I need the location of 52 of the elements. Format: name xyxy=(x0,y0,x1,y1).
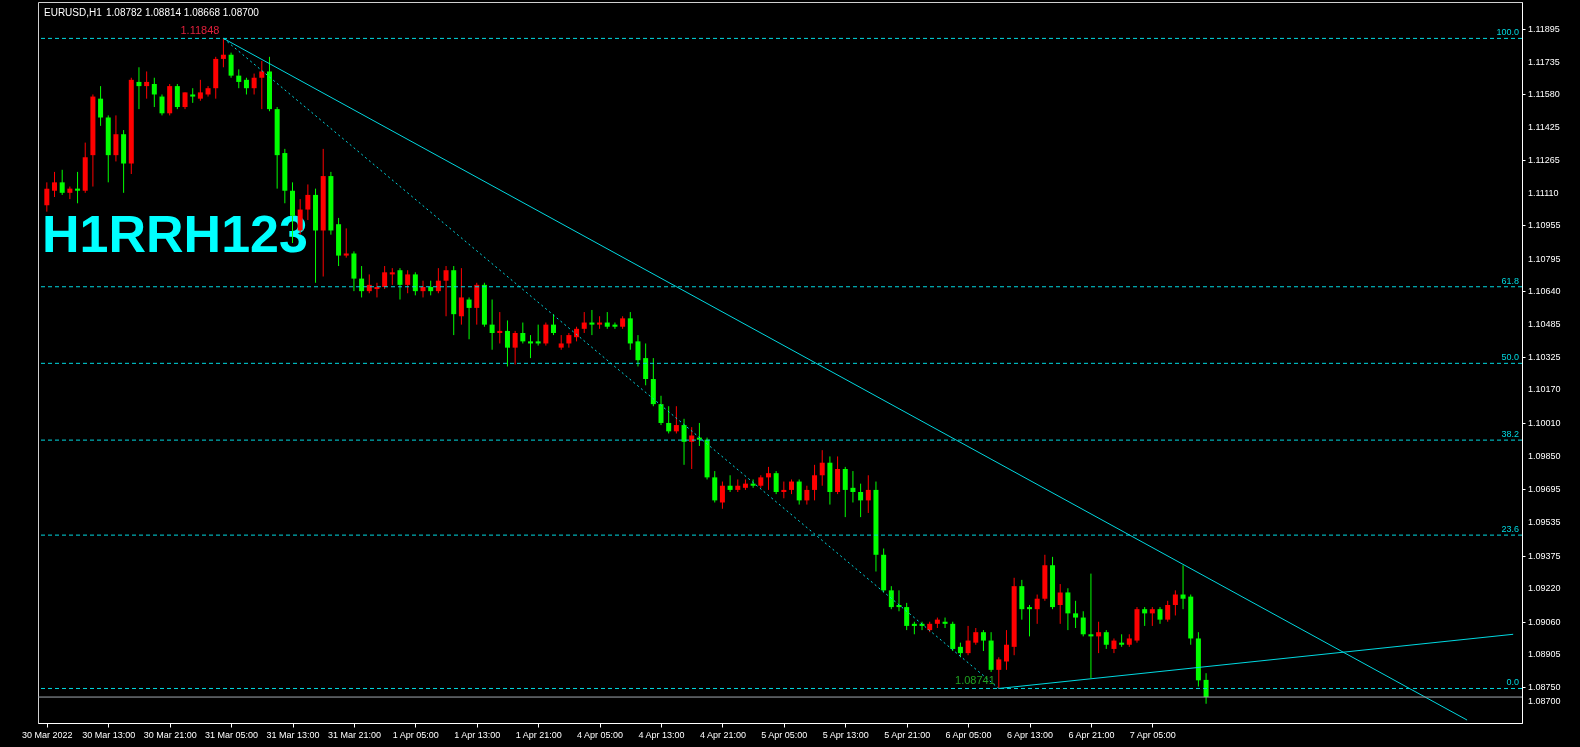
x-tick-label: 30 Mar 2022 xyxy=(22,729,73,740)
y-tick-label: 1.10955 xyxy=(1528,220,1561,231)
y-tick-label: 1.10485 xyxy=(1528,318,1561,329)
y-tick-label: 1.11735 xyxy=(1528,57,1560,68)
y-tick-label: 1.09220 xyxy=(1528,583,1561,594)
y-tick-label: 1.09375 xyxy=(1528,550,1561,561)
x-tick-label: 6 Apr 05:00 xyxy=(945,729,992,740)
annotation: 23.6 xyxy=(1501,524,1519,535)
y-tick-label: 1.11895 xyxy=(1528,23,1560,34)
y-tick-label: 1.11425 xyxy=(1528,121,1560,132)
y-tick-label: 1.09535 xyxy=(1528,517,1561,528)
y-tick-label: 1.08750 xyxy=(1528,681,1561,692)
x-tick-label: 5 Apr 13:00 xyxy=(822,729,869,740)
y-tick-label: 1.11110 xyxy=(1528,187,1559,198)
annotation: 61.8 xyxy=(1501,275,1519,286)
x-tick-label: 6 Apr 13:00 xyxy=(1006,729,1054,740)
annotation: 50.0 xyxy=(1501,352,1519,363)
x-tick-label: 5 Apr 21:00 xyxy=(884,729,931,740)
annotation: 1.08741 xyxy=(955,674,995,687)
chart-title: EURUSD,H1 xyxy=(44,7,103,18)
x-tick-label: 1 Apr 21:00 xyxy=(515,729,562,740)
x-tick-label: 1 Apr 13:00 xyxy=(454,729,501,740)
x-tick-label: 7 Apr 05:00 xyxy=(1129,729,1176,740)
annotation: 0.0 xyxy=(1506,677,1519,688)
annotation: H1RRH123 xyxy=(42,205,308,263)
x-tick-label: 4 Apr 21:00 xyxy=(699,729,746,740)
x-tick-label: 30 Mar 13:00 xyxy=(82,729,136,740)
y-tick-label: 1.11580 xyxy=(1528,89,1560,100)
annotation: 38.2 xyxy=(1501,429,1519,440)
y-tick-label: 1.10170 xyxy=(1528,384,1561,395)
x-tick-label: 30 Mar 21:00 xyxy=(143,729,197,740)
y-tick-label: 1.11265 xyxy=(1528,155,1560,166)
y-tick-label: 1.10795 xyxy=(1528,253,1561,264)
x-tick-label: 31 Mar 21:00 xyxy=(327,729,381,740)
ref-line-label: 1.08700 xyxy=(1528,696,1561,707)
x-tick-label: 4 Apr 05:00 xyxy=(577,729,624,740)
chart-subtitle: 1.08782 1.08814 1.08668 1.08700 xyxy=(106,7,260,18)
x-tick-label: 1 Apr 05:00 xyxy=(392,729,439,740)
y-tick-label: 1.10640 xyxy=(1528,286,1561,297)
y-tick-label: 1.10325 xyxy=(1528,352,1561,363)
x-tick-label: 4 Apr 13:00 xyxy=(638,729,685,740)
annotation: 1.11848 xyxy=(180,24,220,37)
x-tick-label: 31 Mar 05:00 xyxy=(205,729,259,740)
y-tick-label: 1.09695 xyxy=(1528,483,1561,494)
y-tick-label: 1.09850 xyxy=(1528,451,1561,462)
y-tick-label: 1.08905 xyxy=(1528,649,1561,660)
x-tick-label: 6 Apr 21:00 xyxy=(1068,729,1115,740)
x-tick-label: 31 Mar 13:00 xyxy=(266,729,320,740)
y-tick-label: 1.10010 xyxy=(1528,417,1561,428)
annotation: 100.0 xyxy=(1496,27,1519,38)
x-tick-label: 5 Apr 05:00 xyxy=(761,729,808,740)
y-tick-label: 1.09060 xyxy=(1528,616,1561,627)
